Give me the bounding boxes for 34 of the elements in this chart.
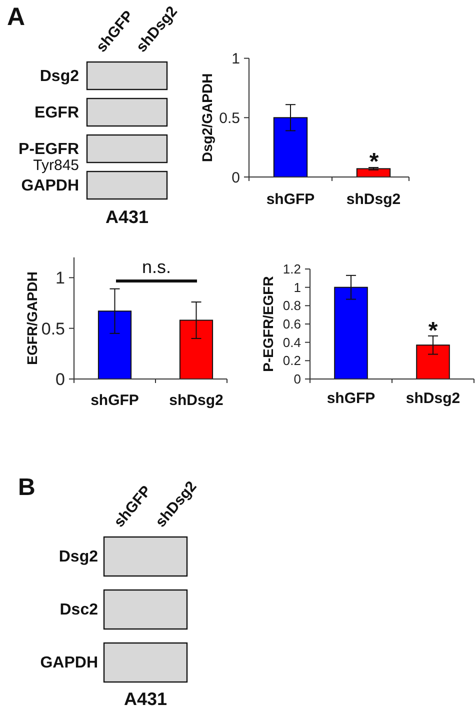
category-label: P-EGFR Tyr845 — [18, 140, 79, 174]
annotation: * — [369, 148, 380, 176]
x-tick-label: shDsg2 — [406, 390, 460, 407]
y-tick-label: 0 — [232, 169, 240, 186]
text: B — [18, 474, 36, 501]
annotation: * — [428, 318, 438, 344]
y-tick-label: 0 — [294, 372, 301, 387]
y-tick-label: 0 — [56, 370, 65, 389]
annotation: n.s. — [142, 257, 172, 277]
category-label: Dsc2 — [60, 602, 98, 618]
x-tick-label: shDsg2 — [169, 392, 224, 409]
category-label: Dsg2 — [58, 548, 98, 566]
y-axis-title: P-EGFR/EGFR — [260, 276, 276, 372]
y-tick-label: 0.6 — [282, 316, 301, 332]
category-label: EGFR — [34, 104, 79, 122]
y-tick-label: 1 — [294, 280, 301, 295]
text: A431 — [105, 207, 149, 227]
y-axis-title: Dsg2/GAPDH — [198, 73, 215, 162]
text: A431 — [124, 689, 168, 709]
text: A — [7, 3, 26, 31]
x-tick-label: shGFP — [90, 392, 139, 409]
category-label: GAPDH — [21, 177, 79, 194]
y-tick-label: 0.4 — [282, 334, 301, 350]
y-tick-label: 0.2 — [282, 353, 301, 368]
category-label: Dsg2 — [40, 68, 79, 85]
y-axis-title: EGFR/GAPDH — [24, 272, 40, 365]
y-tick-label: 0.5 — [219, 110, 240, 127]
y-tick-label: 0.5 — [41, 319, 65, 338]
y-tick-label: 1 — [56, 268, 65, 288]
y-tick-label: 1 — [232, 50, 240, 68]
category-label: GAPDH — [40, 654, 98, 672]
y-tick-label: 1.2 — [282, 262, 301, 277]
y-tick-label: 0.8 — [282, 298, 301, 314]
x-tick-label: shGFP — [326, 390, 376, 407]
